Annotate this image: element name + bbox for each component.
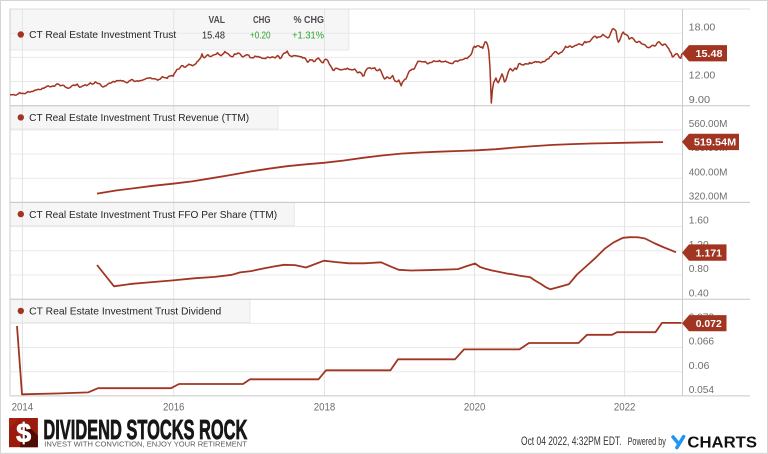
svg-text:CHG: CHG [253, 15, 271, 26]
svg-text:CT Real Estate Investment Trus: CT Real Estate Investment Trust FFO Per … [29, 210, 277, 221]
svg-text:2020: 2020 [464, 402, 486, 414]
svg-text:VAL: VAL [209, 15, 226, 26]
svg-text:2016: 2016 [163, 402, 185, 414]
svg-text:15.48: 15.48 [696, 49, 723, 60]
svg-text:Oct 04 2022, 4:32PM EDT.: Oct 04 2022, 4:32PM EDT. [521, 434, 622, 448]
svg-text:0.40: 0.40 [689, 288, 709, 299]
svg-text:% CHG: % CHG [294, 15, 325, 26]
svg-text:9.00: 9.00 [689, 95, 711, 106]
svg-text:DIVIDEND STOCKS ROCK: DIVIDEND STOCKS ROCK [43, 414, 247, 445]
svg-text:18.00: 18.00 [689, 22, 716, 33]
svg-text:12.00: 12.00 [689, 71, 716, 82]
svg-text:CT Real Estate Investment Trus: CT Real Estate Investment Trust Dividend [29, 307, 221, 318]
svg-text:1.171: 1.171 [696, 248, 723, 259]
svg-text:+1.31%: +1.31% [292, 30, 324, 41]
svg-text:$: $ [16, 418, 31, 448]
svg-text:2014: 2014 [12, 402, 34, 414]
svg-text:560.00M: 560.00M [689, 119, 728, 130]
svg-text:2022: 2022 [614, 402, 636, 414]
svg-text:CT Real Estate Investment Trus: CT Real Estate Investment Trust [29, 30, 176, 41]
svg-text:320.00M: 320.00M [689, 192, 728, 203]
svg-text:0.072: 0.072 [696, 319, 722, 330]
svg-text:INVEST WITH CONVICTION, ENJOY: INVEST WITH CONVICTION, ENJOY YOUR RETIR… [44, 439, 247, 448]
svg-text:519.54M: 519.54M [694, 138, 736, 149]
svg-text:Powered by: Powered by [628, 436, 667, 448]
svg-text:CT Real Estate Investment Trus: CT Real Estate Investment Trust Revenue … [29, 113, 249, 124]
svg-text:0.06: 0.06 [689, 361, 710, 372]
svg-text:CHARTS: CHARTS [687, 435, 757, 452]
svg-text:0.80: 0.80 [689, 264, 709, 275]
svg-text:0.054: 0.054 [689, 385, 715, 396]
svg-text:0.066: 0.066 [689, 337, 715, 348]
svg-text:+0.20: +0.20 [250, 30, 271, 41]
svg-text:1.60: 1.60 [689, 216, 709, 227]
svg-text:400.00M: 400.00M [689, 167, 728, 178]
svg-text:15.48: 15.48 [202, 30, 225, 41]
svg-text:2018: 2018 [314, 402, 336, 414]
